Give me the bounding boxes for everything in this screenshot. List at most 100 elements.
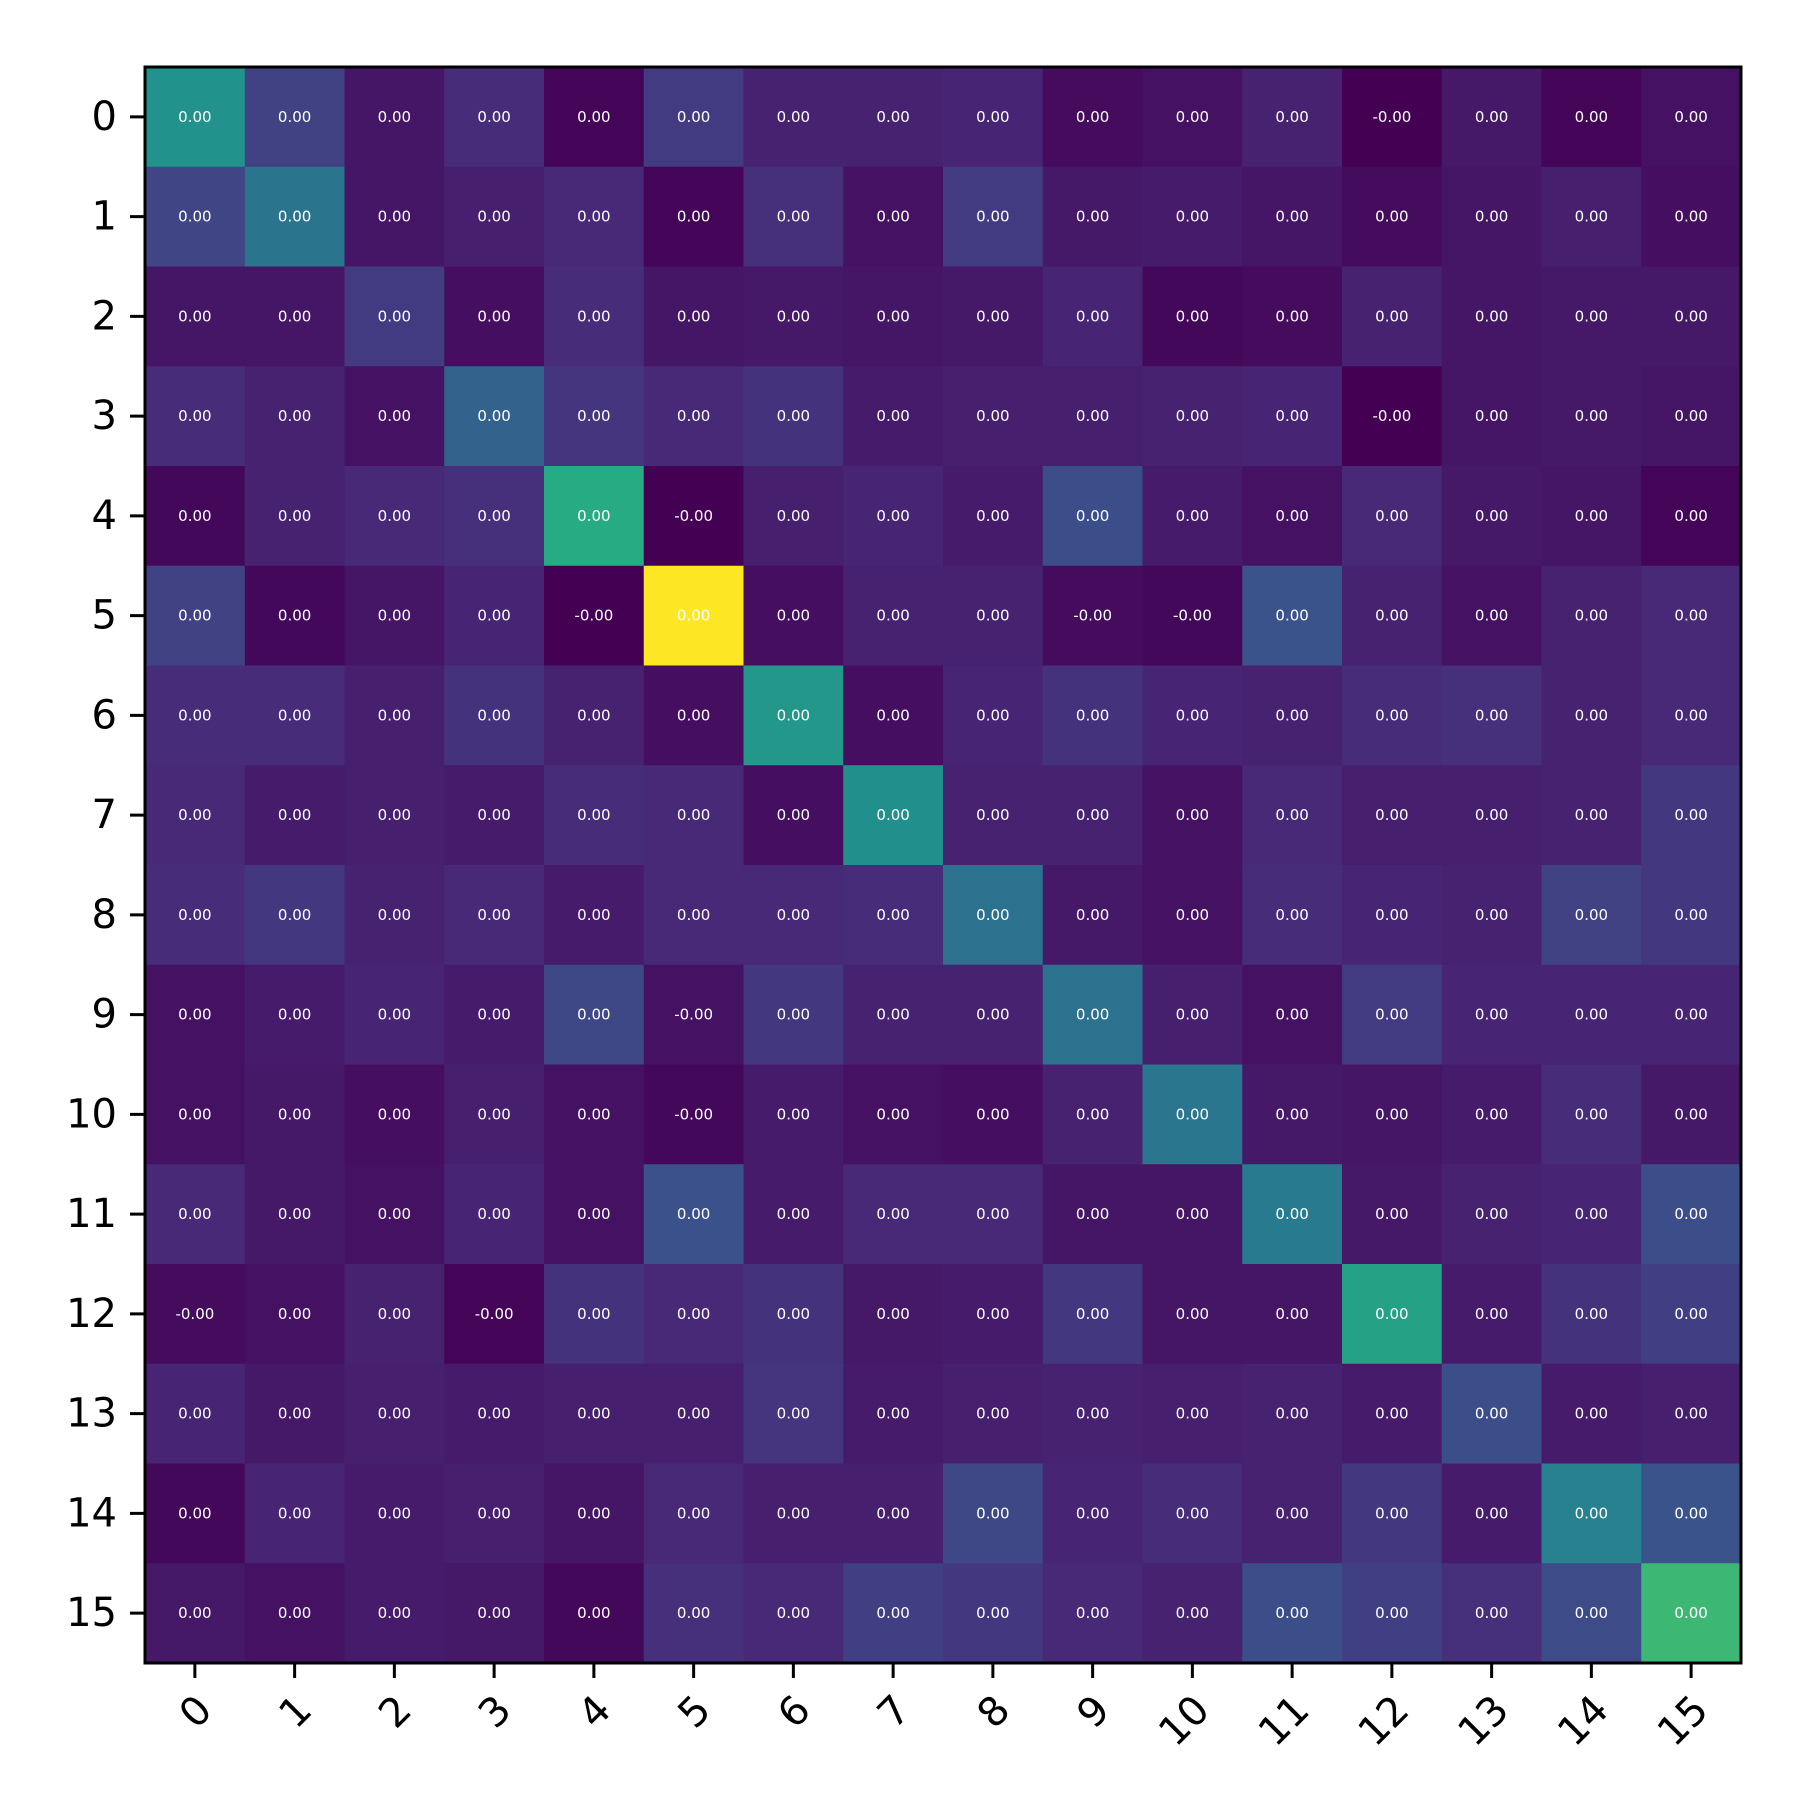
heatmap-cell-r10-c7 [843, 1064, 944, 1165]
heatmap-cell-r2-c0 [145, 266, 246, 367]
cell-value-label: 0.00 [1375, 1105, 1408, 1123]
heatmap-cell-r15-c4 [544, 1563, 645, 1664]
cell-value-label: 0.00 [577, 806, 610, 824]
cell-value-label: 0.00 [1475, 1604, 1508, 1622]
heatmap-cell-r15-c0 [145, 1563, 246, 1664]
cell-value-label: 0.00 [1076, 208, 1109, 226]
heatmap-cell-r7-c0 [145, 765, 246, 866]
heatmap-cell-r9-c15 [1641, 964, 1742, 1065]
heatmap-cell-r10-c11 [1242, 1064, 1343, 1165]
heatmap-cell-r13-c3 [444, 1363, 545, 1464]
cell-value-label: 0.00 [1176, 1604, 1209, 1622]
heatmap-cell-r10-c6 [743, 1064, 844, 1165]
cell-value-label: 0.00 [677, 1604, 710, 1622]
heatmap-cell-r11-c8 [943, 1164, 1044, 1265]
cell-value-label: -0.00 [1073, 607, 1112, 625]
cell-value-label: 0.00 [1076, 507, 1109, 525]
heatmap-cell-r6-c15 [1641, 665, 1742, 766]
heatmap-cell-r13-c11 [1242, 1363, 1343, 1464]
cell-value-label: 0.00 [1275, 706, 1308, 724]
heatmap-cell-r0-c3 [444, 67, 545, 168]
cell-value-label: 0.00 [777, 1305, 810, 1323]
heatmap-cell-r15-c9 [1042, 1563, 1143, 1664]
cell-value-label: 0.00 [1275, 1604, 1308, 1622]
heatmap-cell-r10-c0 [145, 1064, 246, 1165]
heatmap-cell-r14-c5 [643, 1463, 744, 1564]
cell-value-label: 0.00 [1674, 1006, 1707, 1024]
cell-value-label: 0.00 [1176, 1305, 1209, 1323]
cell-value-label: 0.00 [1475, 906, 1508, 924]
heatmap-cell-r9-c8 [943, 964, 1044, 1065]
cell-value-label: 0.00 [1475, 1006, 1508, 1024]
heatmap-cell-r5-c12 [1342, 565, 1443, 666]
heatmap-cell-r9-c12 [1342, 964, 1443, 1065]
heatmap-cell-r5-c2 [344, 565, 445, 666]
cell-value-label: 0.00 [1674, 407, 1707, 425]
heatmap-cell-r6-c8 [943, 665, 1044, 766]
heatmap-cell-r10-c9 [1042, 1064, 1143, 1165]
heatmap-cell-r8-c7 [843, 865, 944, 966]
heatmap-cell-r11-c13 [1441, 1164, 1542, 1265]
cell-value-label: 0.00 [1275, 108, 1308, 126]
cell-value-label: 0.00 [777, 607, 810, 625]
cell-value-label: 0.00 [1475, 1105, 1508, 1123]
cell-value-label: 0.00 [677, 1405, 710, 1423]
heatmap-cell-r6-c12 [1342, 665, 1443, 766]
cell-value-label: 0.00 [1375, 208, 1408, 226]
cell-value-label: 0.00 [1575, 307, 1608, 325]
cell-value-label: 0.00 [477, 1504, 510, 1522]
heatmap-cell-r9-c1 [244, 964, 345, 1065]
heatmap-cell-r4-c3 [444, 466, 545, 567]
cell-value-label: 0.00 [1076, 307, 1109, 325]
cell-value-label: 0.00 [378, 108, 411, 126]
heatmap-cell-r9-c9 [1042, 964, 1143, 1065]
heatmap-cell-r15-c2 [344, 1563, 445, 1664]
cell-value-label: 0.00 [976, 1305, 1009, 1323]
cell-value-label: 0.00 [677, 1305, 710, 1323]
cell-value-label: 0.00 [976, 1405, 1009, 1423]
cell-value-label: 0.00 [1575, 906, 1608, 924]
heatmap-cell-r9-c11 [1242, 964, 1343, 1065]
heatmap-cell-r12-c10 [1142, 1264, 1243, 1365]
heatmap-cell-r7-c10 [1142, 765, 1243, 866]
heatmap-cell-r8-c8 [943, 865, 1044, 966]
heatmap-cell-r4-c6 [743, 466, 844, 567]
cell-value-label: 0.00 [876, 1305, 909, 1323]
heatmap-cell-r3-c7 [843, 366, 944, 467]
heatmap-cell-r8-c1 [244, 865, 345, 966]
heatmap-cell-r9-c7 [843, 964, 944, 1065]
heatmap-cell-r13-c9 [1042, 1363, 1143, 1464]
cell-value-label: 0.00 [278, 1205, 311, 1223]
heatmap-cell-r9-c5 [643, 964, 744, 1065]
cell-value-label: 0.00 [178, 607, 211, 625]
heatmap-cell-r11-c15 [1641, 1164, 1742, 1265]
cell-value-label: 0.00 [1674, 1604, 1707, 1622]
cell-value-label: 0.00 [976, 806, 1009, 824]
heatmap-cell-r5-c6 [743, 565, 844, 666]
y-tick-label: 7 [92, 792, 117, 838]
y-tick-label: 3 [92, 393, 117, 439]
heatmap-cell-r11-c0 [145, 1164, 246, 1265]
heatmap-cell-r7-c1 [244, 765, 345, 866]
cell-value-label: 0.00 [1275, 407, 1308, 425]
heatmap-cell-r8-c13 [1441, 865, 1542, 966]
cell-value-label: 0.00 [378, 1604, 411, 1622]
cell-value-label: 0.00 [677, 307, 710, 325]
heatmap-cell-r3-c6 [743, 366, 844, 467]
heatmap-cell-r13-c4 [544, 1363, 645, 1464]
cell-value-label: 0.00 [577, 1504, 610, 1522]
heatmap-cell-r3-c15 [1641, 366, 1742, 467]
heatmap-cell-r14-c12 [1342, 1463, 1443, 1564]
cell-value-label: 0.00 [1275, 1105, 1308, 1123]
cell-value-label: 0.00 [477, 1604, 510, 1622]
heatmap-cell-r8-c14 [1541, 865, 1642, 966]
heatmap-cell-r15-c8 [943, 1563, 1044, 1664]
cell-value-label: 0.00 [1076, 1205, 1109, 1223]
cell-value-label: 0.00 [477, 307, 510, 325]
cell-value-label: 0.00 [1475, 1205, 1508, 1223]
cell-value-label: 0.00 [378, 906, 411, 924]
heatmap-cell-r2-c12 [1342, 266, 1443, 367]
heatmap-cell-labels: 0.00 0.00 0.00 0.00 0.00 0.00 0.00 0.00 0.00 0.00… [175, 108, 1707, 1622]
cell-value-label: 0.00 [876, 108, 909, 126]
